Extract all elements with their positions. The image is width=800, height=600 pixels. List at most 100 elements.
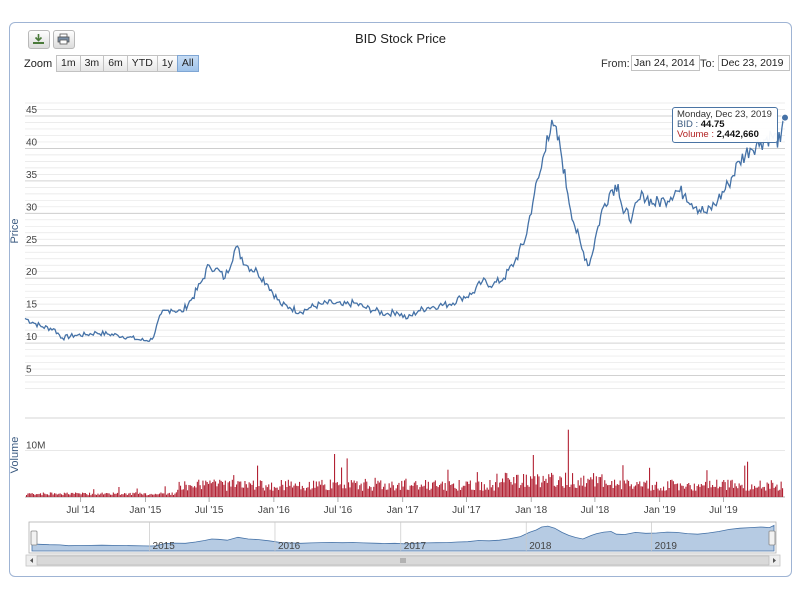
volume-bar: [195, 487, 197, 497]
to-date-input[interactable]: [718, 55, 790, 71]
volume-bar: [184, 481, 186, 497]
volume-bar: [145, 493, 147, 497]
volume-bar: [335, 482, 337, 497]
volume-bar: [374, 477, 376, 497]
volume-bar: [118, 487, 120, 497]
volume-bar: [159, 493, 161, 497]
volume-bar: [188, 485, 190, 497]
volume-bar: [658, 490, 660, 497]
volume-bar: [226, 490, 228, 497]
volume-bar: [182, 489, 184, 497]
volume-bar: [482, 490, 484, 497]
volume-bar: [342, 488, 344, 497]
navigator-year-label: 2016: [278, 541, 301, 552]
volume-bar: [530, 476, 532, 497]
volume-bar: [427, 481, 429, 497]
volume-bar: [115, 493, 117, 497]
volume-bar: [216, 486, 218, 497]
volume-bar: [105, 493, 107, 497]
volume-bar: [730, 480, 732, 497]
zoom-3m-button[interactable]: 3m: [79, 55, 105, 72]
volume-bar: [301, 485, 303, 497]
price-y-tick-label: 40: [26, 137, 38, 148]
volume-bar: [273, 486, 275, 497]
navigator-right-handle[interactable]: [768, 530, 776, 546]
volume-bar: [422, 486, 424, 497]
volume-bar: [517, 474, 519, 497]
volume-bar: [654, 484, 656, 497]
volume-bar: [313, 480, 315, 497]
volume-bar: [503, 482, 505, 497]
volume-y-tick: 10M: [26, 441, 45, 452]
volume-bar: [103, 494, 105, 497]
volume-bar: [317, 486, 319, 497]
volume-bar: [299, 481, 301, 497]
volume-bar: [493, 490, 495, 497]
volume-bar: [327, 490, 329, 497]
volume-bar: [97, 493, 99, 497]
volume-bar: [318, 481, 320, 497]
zoom-all-button[interactable]: All: [176, 55, 199, 72]
volume-bar: [441, 481, 443, 497]
volume-bar: [651, 485, 653, 497]
volume-bar: [171, 492, 173, 497]
volume-bar: [489, 480, 491, 497]
volume-bar: [731, 479, 733, 497]
volume-bar: [210, 483, 212, 497]
volume-bar: [196, 481, 198, 497]
volume-bar: [425, 480, 427, 497]
volume-bar: [524, 486, 526, 497]
navigator-left-handle[interactable]: [30, 530, 38, 546]
scroll-right-icon[interactable]: [773, 558, 776, 563]
volume-bar: [723, 480, 725, 497]
volume-bar: [154, 493, 156, 497]
volume-bar: [735, 486, 737, 497]
volume-bar: [719, 486, 721, 497]
volume-bar: [700, 484, 702, 497]
zoom-1m-button[interactable]: 1m: [56, 55, 81, 72]
volume-bar: [360, 483, 362, 497]
zoom-ytd-button[interactable]: YTD: [126, 55, 158, 72]
x-tick-label: Jan '17: [387, 505, 419, 516]
zoom-buttons: 1m 3m 6m YTD 1y All: [56, 55, 199, 72]
from-date-input[interactable]: [631, 55, 700, 71]
volume-bar: [604, 480, 606, 497]
volume-bar: [138, 493, 140, 497]
print-button[interactable]: [53, 30, 75, 49]
volume-bar: [300, 489, 302, 497]
volume-bar: [264, 490, 266, 497]
volume-bar: [777, 490, 779, 497]
volume-bar: [189, 485, 191, 497]
volume-bar: [576, 488, 578, 497]
tooltip-price-label: BID: [677, 119, 693, 130]
volume-bar: [31, 493, 33, 497]
tooltip-volume-label: Volume: [677, 129, 709, 140]
volume-bar: [579, 485, 581, 497]
volume-bar: [297, 486, 299, 497]
navigator-year-label: 2015: [153, 541, 176, 552]
volume-bar: [597, 483, 599, 497]
zoom-6m-button[interactable]: 6m: [103, 55, 128, 72]
volume-bar: [528, 486, 530, 497]
volume-bar: [359, 485, 361, 497]
volume-bar: [433, 481, 435, 497]
volume-bar: [397, 484, 399, 497]
volume-bar: [56, 494, 58, 497]
volume-bar: [511, 484, 513, 497]
x-tick-label: Jul '14: [66, 505, 95, 516]
scroll-left-icon[interactable]: [30, 558, 33, 563]
volume-bar: [642, 486, 644, 497]
volume-bar: [720, 487, 722, 497]
volume-bar: [541, 482, 543, 497]
volume-bar: [129, 492, 131, 497]
navigator-year-label: 2017: [404, 541, 427, 552]
volume-bar: [518, 487, 520, 497]
volume-bar: [26, 495, 28, 497]
volume-bar: [759, 480, 761, 497]
volume-bar: [107, 493, 109, 497]
volume-bar: [237, 481, 239, 497]
download-button[interactable]: [28, 30, 50, 49]
volume-bar: [124, 493, 126, 497]
volume-bar: [48, 495, 50, 497]
volume-bar: [478, 481, 480, 497]
